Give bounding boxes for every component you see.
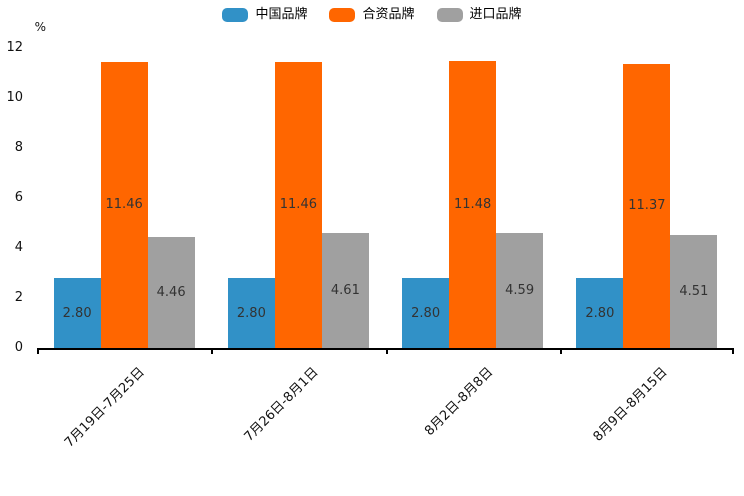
- legend-marker-icon: [329, 8, 356, 22]
- y-tick-label: 12: [6, 40, 23, 55]
- bar-value-label: 2.80: [236, 305, 266, 321]
- bar-中国品牌-3[interactable]: 2.80: [576, 278, 624, 348]
- bar-中国品牌-2[interactable]: 2.80: [402, 278, 450, 348]
- y-tick-label: 8: [14, 140, 23, 155]
- legend-marker-icon: [222, 8, 249, 22]
- legend-label: 进口品牌: [469, 7, 522, 22]
- y-tick-label: 2: [14, 290, 23, 305]
- bar-进口品牌-3[interactable]: 4.51: [670, 235, 718, 348]
- bar-合资品牌-2[interactable]: 11.48: [449, 61, 497, 348]
- x-category-label: 7月26日-8月1日: [241, 364, 322, 445]
- legend-item-1[interactable]: 合资品牌: [329, 7, 415, 22]
- x-axis-tick: [37, 348, 39, 354]
- bar-进口品牌-1[interactable]: 4.61: [321, 232, 369, 348]
- legend-marker-icon: [436, 8, 463, 22]
- bar-value-label: 4.46: [156, 284, 186, 300]
- y-tick-label: 4: [14, 240, 23, 255]
- bar-value-label: 2.80: [411, 305, 441, 321]
- bar-value-label: 4.59: [505, 283, 535, 299]
- x-axis-tick: [386, 348, 388, 354]
- x-axis-tick: [211, 348, 213, 354]
- bar-value-label: 11.37: [628, 198, 666, 214]
- bar-value-label: 11.46: [105, 197, 143, 213]
- bar-中国品牌-1[interactable]: 2.80: [227, 278, 275, 348]
- bar-value-label: 2.80: [62, 305, 92, 321]
- bar-value-label: 4.51: [679, 284, 709, 300]
- bar-中国品牌-0[interactable]: 2.80: [53, 278, 101, 348]
- x-axis-tick: [560, 348, 562, 354]
- bar-合资品牌-0[interactable]: 11.46: [100, 61, 148, 348]
- bar-合资品牌-3[interactable]: 11.37: [623, 63, 671, 348]
- y-axis-unit-label: %: [34, 20, 46, 34]
- y-tick-label: 10: [6, 90, 23, 105]
- bar-进口品牌-0[interactable]: 4.46: [147, 236, 195, 348]
- legend-label: 合资品牌: [362, 7, 415, 22]
- bar-value-label: 2.80: [585, 305, 615, 321]
- bar-value-label: 4.61: [330, 282, 360, 298]
- x-category-label: 7月19日-7月25日: [61, 364, 148, 451]
- y-tick-label: 6: [14, 190, 23, 205]
- bar-合资品牌-1[interactable]: 11.46: [274, 61, 322, 348]
- plot-area: 0 2 4 6 8 10 12 2.80 11.46 4.46 7月19日-7月25日 2.80 11.…: [6, 41, 734, 451]
- bar-value-label: 11.48: [454, 197, 492, 212]
- legend-item-2[interactable]: 进口品牌: [436, 7, 522, 22]
- legend-label: 中国品牌: [255, 7, 308, 22]
- legend-item-0[interactable]: 中国品牌: [222, 8, 307, 22]
- x-axis-tick: [732, 348, 734, 354]
- y-tick-label: 0: [14, 340, 23, 355]
- bar-进口品牌-2[interactable]: 4.59: [496, 233, 544, 348]
- legend: 中国品牌 合资品牌 进口品牌: [0, 8, 744, 22]
- x-axis-line: [37, 348, 734, 350]
- bar-value-label: 11.46: [279, 197, 317, 213]
- x-category-label: 8月9日-8月15日: [590, 364, 671, 445]
- x-category-label: 8月2日-8月8日: [421, 364, 497, 439]
